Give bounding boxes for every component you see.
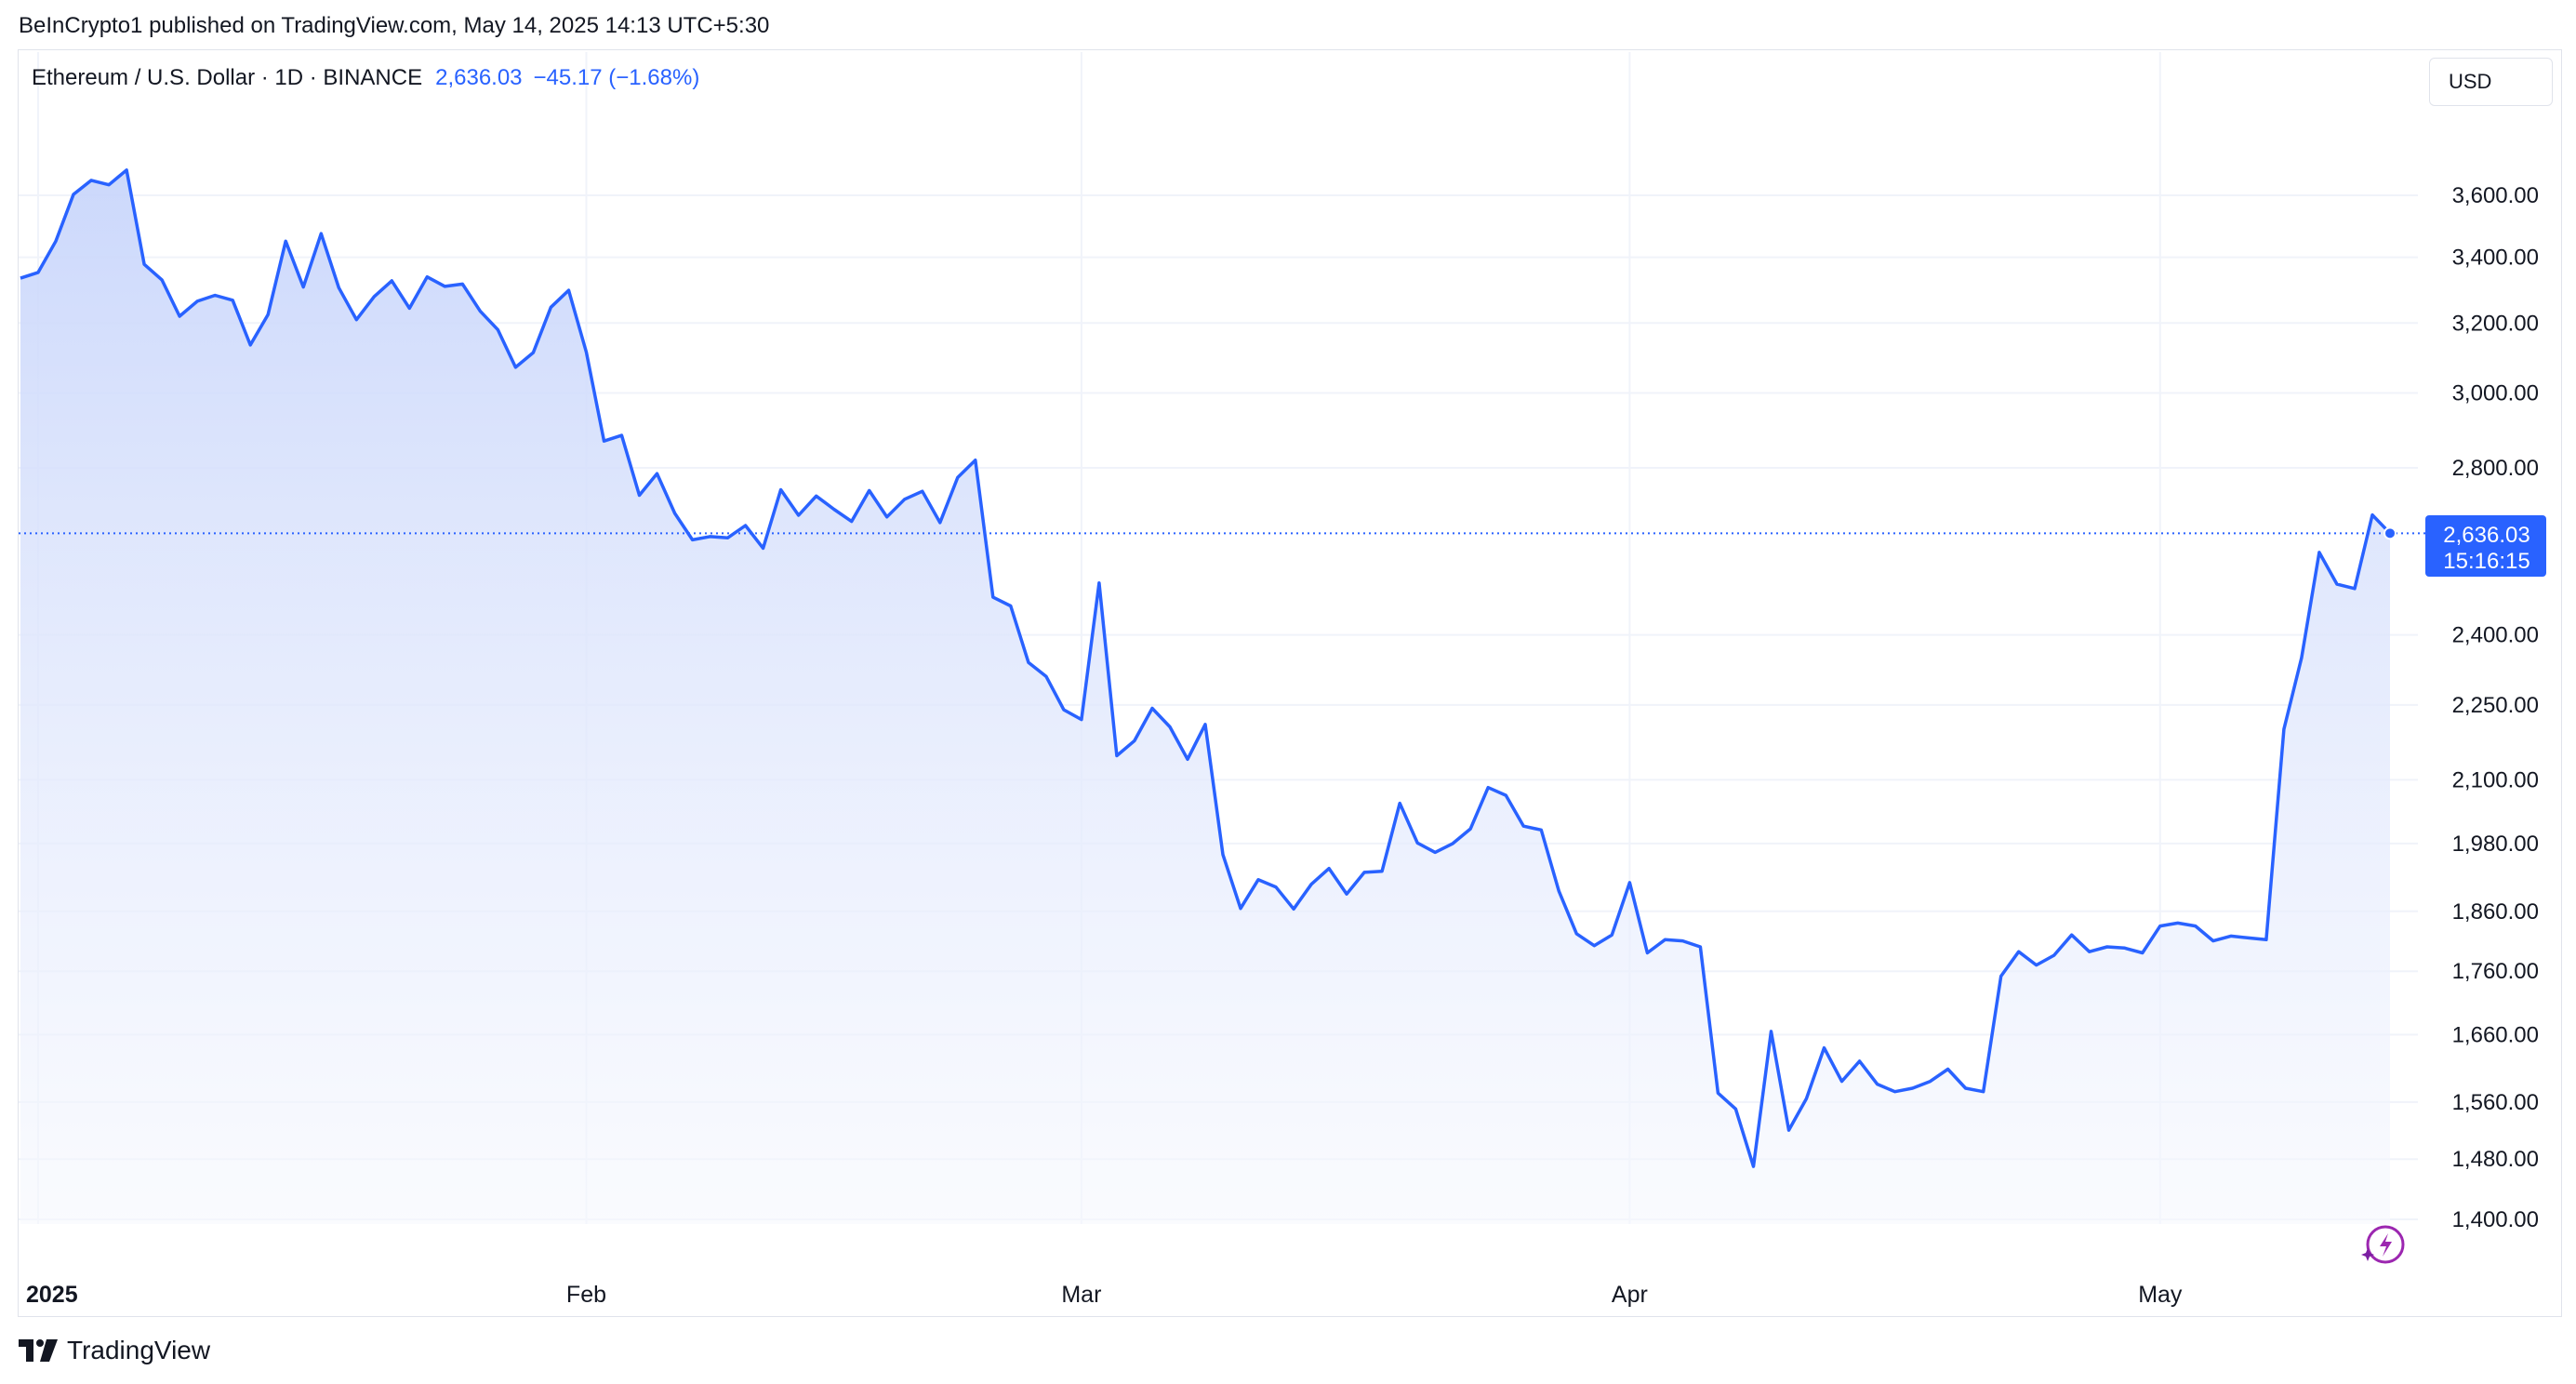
y-tick-label: 2,800.00 [2452, 456, 2539, 481]
y-tick-label: 1,760.00 [2452, 959, 2539, 984]
x-tick-label: 2025 [26, 1282, 78, 1308]
symbol-description[interactable]: Ethereum / U.S. Dollar · 1D · BINANCE [32, 65, 423, 90]
x-tick-label: May [2138, 1282, 2183, 1308]
price-series-line[interactable] [20, 168, 2392, 1168]
current-price-value: 2,636.03 [2443, 523, 2530, 548]
y-tick-label: 1,480.00 [2452, 1147, 2539, 1172]
y-tick-label: 2,250.00 [2452, 693, 2539, 718]
sparkle-lightning-icon[interactable] [2361, 1225, 2405, 1264]
published-info: BeInCrypto1 published on TradingView.com… [19, 13, 770, 38]
tradingview-logo-icon [19, 1339, 58, 1362]
legend-price: 2,636.03 [435, 65, 523, 90]
x-tick-label: Mar [1061, 1282, 1101, 1308]
y-tick-label: 1,560.00 [2452, 1090, 2539, 1115]
y-axis: 3,600.00 3,400.00 3,200.00 3,000.00 2,800.00… [2452, 183, 2539, 1232]
y-tick-label: 3,600.00 [2452, 183, 2539, 208]
chart-frame [18, 49, 2562, 1317]
y-tick-label: 2,400.00 [2452, 623, 2539, 648]
current-price-label: 2,636.03 15:16:15 [2425, 515, 2546, 577]
y-tick-label: 1,400.00 [2452, 1207, 2539, 1232]
last-price-point [2383, 526, 2397, 540]
currency-button[interactable]: USD [2429, 58, 2553, 106]
area-fill [20, 169, 2390, 1224]
tradingview-logo[interactable]: TradingView [19, 1336, 210, 1365]
chart-legend: Ethereum / U.S. Dollar · 1D · BINANCE 2,6… [32, 65, 699, 91]
y-tick-label: 2,100.00 [2452, 767, 2539, 792]
candle-countdown: 15:16:15 [2443, 549, 2530, 574]
y-tick-label: 3,000.00 [2452, 381, 2539, 406]
legend-change: −45.17 (−1.68%) [533, 65, 700, 90]
y-tick-label: 1,980.00 [2452, 832, 2539, 857]
y-tick-label: 3,200.00 [2452, 311, 2539, 336]
y-tick-label: 1,860.00 [2452, 899, 2539, 925]
x-axis: 2025 Feb Mar Apr May [26, 1282, 2183, 1308]
tradingview-brand: TradingView [67, 1336, 211, 1364]
x-tick-label: Feb [566, 1282, 606, 1308]
x-tick-label: Apr [1612, 1282, 1648, 1308]
y-tick-label: 1,660.00 [2452, 1022, 2539, 1047]
y-tick-label: 3,400.00 [2452, 246, 2539, 271]
